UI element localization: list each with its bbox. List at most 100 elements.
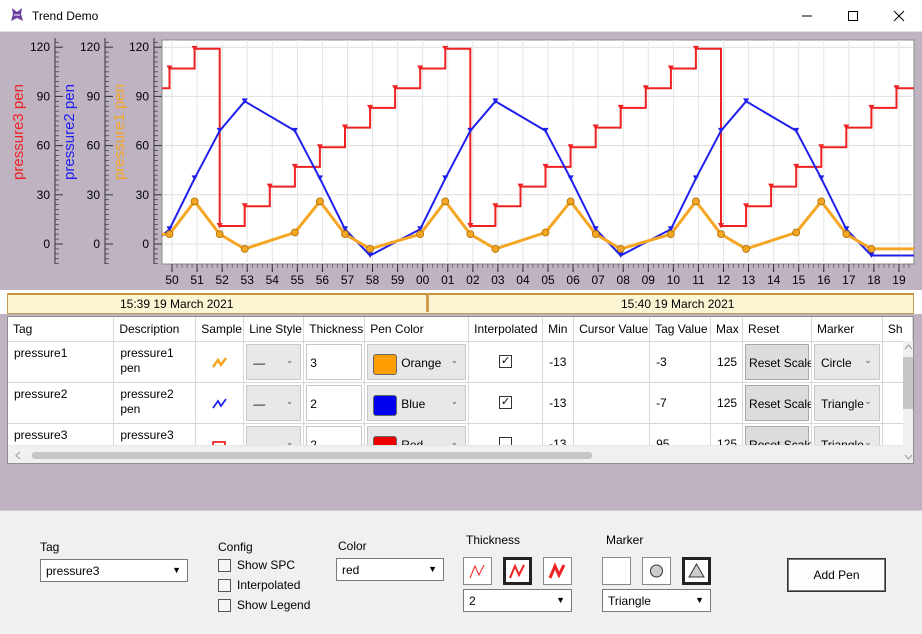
column-header-description[interactable]: Description bbox=[113, 317, 197, 342]
data-point bbox=[817, 197, 826, 206]
column-header-reset[interactable]: Reset bbox=[742, 317, 812, 342]
reset-scale-button[interactable]: Reset Scale bbox=[745, 384, 810, 421]
tag-cell[interactable]: pressure2 bbox=[8, 382, 115, 424]
data-point bbox=[868, 104, 875, 111]
interpolated-checkbox[interactable]: ✓ bbox=[499, 354, 513, 368]
table-row[interactable]: pressure2 pressure2 pen — ⌄ 2 Blue ⌄ ✓ -13 -7 125 R… bbox=[8, 382, 913, 424]
column-header-thickness[interactable]: Thickness bbox=[303, 317, 366, 342]
column-header-min[interactable]: Min bbox=[542, 317, 575, 342]
column-header-sample[interactable]: Sample bbox=[195, 317, 245, 342]
column-header-line-style[interactable]: Line Style bbox=[243, 317, 305, 342]
thickness-cell[interactable]: 2 bbox=[303, 382, 366, 424]
min-cell[interactable]: -13 bbox=[542, 341, 575, 383]
data-point bbox=[617, 104, 624, 111]
pen-color-cell[interactable]: Orange ⌄ bbox=[364, 341, 470, 383]
thickness-cell[interactable]: 3 bbox=[303, 341, 366, 383]
grid-vertical-scrollbar[interactable] bbox=[903, 341, 913, 463]
max-value: 125 bbox=[717, 354, 738, 369]
line-style-value: — bbox=[253, 396, 266, 411]
tag-select-value: pressure3 bbox=[46, 564, 100, 578]
marker-cell[interactable]: Triangle⌄ bbox=[811, 382, 883, 424]
thickness-2-button[interactable] bbox=[503, 557, 532, 585]
marker-none-button[interactable] bbox=[602, 557, 631, 585]
plot-area[interactable] bbox=[161, 39, 915, 265]
minimize-button[interactable] bbox=[784, 0, 830, 32]
sample-cell bbox=[195, 382, 245, 424]
max-cell[interactable]: 125 bbox=[710, 341, 744, 383]
grid-horizontal-scrollbar[interactable] bbox=[8, 445, 903, 463]
data-point bbox=[642, 85, 649, 91]
table-row[interactable]: pressure1 pressure1 pen — ⌄ 3 Orange ⌄ ✓ -13 -3 12… bbox=[8, 341, 913, 383]
time-range-bar[interactable]: 15:39 19 March 2021 15:40 19 March 2021 bbox=[7, 293, 914, 314]
pen-color-select[interactable]: Orange ⌄ bbox=[367, 343, 467, 380]
marker-select[interactable]: Triangle ▼ bbox=[602, 589, 711, 612]
thickness-field[interactable]: 3 bbox=[306, 343, 363, 380]
interpolated-cell[interactable]: ✓ bbox=[468, 341, 544, 383]
thickness-1-button[interactable] bbox=[463, 557, 492, 585]
reset-cell[interactable]: Reset Scale bbox=[742, 341, 812, 383]
time-range-right: 15:40 19 March 2021 bbox=[621, 297, 735, 311]
y-tick-label: 0 bbox=[93, 237, 100, 251]
triangle-icon bbox=[688, 562, 705, 578]
column-header-max[interactable]: Max bbox=[710, 317, 744, 342]
maximize-icon bbox=[848, 11, 858, 21]
data-point bbox=[291, 127, 298, 134]
marker-circle-button[interactable] bbox=[642, 557, 671, 585]
checkbox-label: Interpolated bbox=[237, 578, 301, 592]
tag-cell[interactable]: pressure1 bbox=[8, 341, 115, 383]
column-header-cursor-value[interactable]: Cursor Value bbox=[573, 317, 651, 342]
marker-select[interactable]: Triangle⌄ bbox=[813, 384, 880, 421]
column-header-tag-value[interactable]: Tag Value bbox=[649, 317, 712, 342]
line-style-cell[interactable]: —⌄ bbox=[243, 382, 305, 424]
y-tick-label: 60 bbox=[136, 139, 150, 153]
thickness-3-button[interactable] bbox=[543, 557, 572, 585]
description-cell[interactable]: pressure2 pen bbox=[113, 382, 197, 424]
description-cell[interactable]: pressure1 pen bbox=[113, 341, 197, 383]
marker-triangle-button[interactable] bbox=[682, 557, 711, 585]
chevron-down-icon: ⌄ bbox=[285, 354, 294, 365]
chevron-down-icon: ▼ bbox=[428, 564, 437, 574]
data-point bbox=[466, 230, 475, 239]
reset-scale-button[interactable]: Reset Scale bbox=[745, 343, 812, 380]
data-point bbox=[191, 45, 198, 52]
line-style-select[interactable]: —⌄ bbox=[246, 343, 302, 380]
column-header-pen-color[interactable]: Pen Color bbox=[364, 317, 470, 342]
column-header-tag[interactable]: Tag bbox=[8, 317, 115, 342]
pen-color-cell[interactable]: Blue ⌄ bbox=[364, 382, 470, 424]
min-cell[interactable]: -13 bbox=[542, 382, 575, 424]
max-cell[interactable]: 125 bbox=[710, 382, 744, 424]
tag-select[interactable]: pressure3 ▼ bbox=[40, 559, 188, 582]
add-pen-button[interactable]: Add Pen bbox=[787, 558, 886, 592]
line-style-cell[interactable]: —⌄ bbox=[243, 341, 305, 383]
data-point bbox=[818, 144, 825, 150]
cursor-value-cell[interactable] bbox=[573, 341, 651, 383]
line-style-select[interactable]: —⌄ bbox=[246, 384, 302, 421]
app-icon bbox=[10, 7, 24, 26]
window-title: Trend Demo bbox=[32, 9, 99, 23]
cursor-value-cell[interactable] bbox=[573, 382, 651, 424]
data-point bbox=[542, 163, 549, 170]
interpolated-checkbox[interactable]: ✓ bbox=[499, 395, 513, 409]
y-tick-label: 120 bbox=[80, 40, 100, 54]
reset-scale-label: Reset Scale bbox=[749, 355, 812, 370]
chevron-down-icon: ⌄ bbox=[450, 395, 459, 406]
thickness-field[interactable]: 2 bbox=[306, 384, 363, 421]
time-range-divider[interactable] bbox=[426, 293, 429, 312]
pen-color-select[interactable]: Blue ⌄ bbox=[367, 384, 467, 421]
color-select[interactable]: red ▼ bbox=[336, 558, 444, 581]
close-button[interactable] bbox=[876, 0, 922, 32]
tag-value-cell[interactable]: -3 bbox=[649, 341, 712, 383]
reset-cell[interactable]: Reset Scale bbox=[742, 382, 812, 424]
thickness-select[interactable]: 2 ▼ bbox=[463, 589, 572, 612]
interpolated-cell[interactable]: ✓ bbox=[468, 382, 544, 424]
trend-chart[interactable]: 50 51 52 53 54 55 56 57 58 59 00 01 02 03 04 05 06 07 08 09… bbox=[0, 32, 922, 290]
maximize-button[interactable] bbox=[830, 0, 876, 32]
column-header-marker[interactable]: Marker bbox=[811, 317, 883, 342]
marker-select[interactable]: Circle ⌄ bbox=[813, 343, 880, 380]
column-header-sh[interactable]: Sh bbox=[882, 317, 913, 342]
chevron-down-icon: ▼ bbox=[172, 565, 181, 575]
column-header-interpolated[interactable]: Interpolated bbox=[468, 317, 544, 342]
marker-cell[interactable]: Circle ⌄ bbox=[811, 341, 883, 383]
x-tick-label: 11 bbox=[692, 273, 705, 287]
tag-value-cell[interactable]: -7 bbox=[649, 382, 712, 424]
